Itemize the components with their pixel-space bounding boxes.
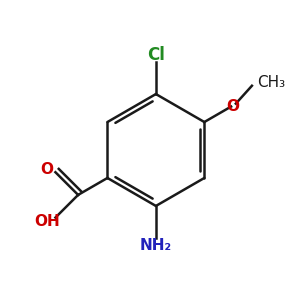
Text: OH: OH — [34, 214, 60, 230]
Text: O: O — [41, 162, 54, 177]
Text: NH₂: NH₂ — [140, 238, 172, 253]
Text: Cl: Cl — [147, 46, 165, 64]
Text: CH₃: CH₃ — [257, 75, 285, 90]
Text: O: O — [226, 99, 239, 114]
